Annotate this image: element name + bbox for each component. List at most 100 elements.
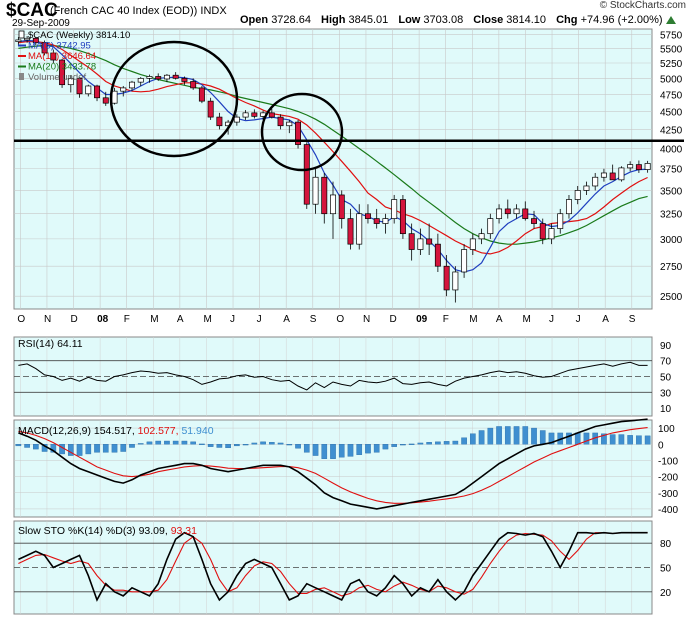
macd-hist-bar bbox=[216, 444, 223, 448]
candle bbox=[120, 87, 127, 92]
y-tick-label: 3250 bbox=[660, 210, 683, 221]
macd-hist-bar bbox=[50, 444, 57, 453]
candle bbox=[364, 213, 371, 219]
annotation-circle bbox=[109, 40, 239, 158]
macd-hist-bar bbox=[111, 444, 118, 453]
candle bbox=[513, 208, 520, 215]
sto-title: Slow STO %K(14) %D(3) 93.09, 93.31 bbox=[18, 525, 197, 537]
macd-hist-bar bbox=[24, 444, 30, 448]
candle bbox=[286, 121, 293, 127]
chg-value: +74.96 (+2.00%) bbox=[580, 14, 663, 26]
high-value: 3845.01 bbox=[348, 14, 389, 26]
macd-hist-bar bbox=[242, 444, 249, 446]
x-tick-label: A bbox=[283, 314, 290, 325]
macd-hist-bar bbox=[426, 442, 432, 445]
low-label: Low bbox=[398, 14, 421, 26]
x-tick-label: N bbox=[44, 314, 51, 325]
macd-hist-bar bbox=[531, 427, 537, 445]
macd-hist-bar bbox=[356, 444, 363, 455]
candle bbox=[146, 76, 153, 79]
sto-d-line bbox=[18, 532, 648, 597]
exchange: INDX bbox=[200, 5, 227, 17]
rsi-tick-label: 10 bbox=[660, 404, 672, 415]
candle bbox=[426, 238, 433, 245]
x-tick-label: O bbox=[336, 314, 344, 325]
macd-hist-bar bbox=[347, 444, 354, 457]
candle bbox=[330, 194, 336, 215]
x-tick-label: D bbox=[71, 314, 78, 325]
macd-tick-label: -400 bbox=[658, 505, 678, 516]
macd-tick-label: 100 bbox=[658, 424, 675, 435]
candle bbox=[216, 116, 223, 127]
macd-tick-label: 0 bbox=[658, 440, 664, 451]
macd-hist-bar bbox=[408, 443, 415, 445]
candle bbox=[574, 190, 581, 200]
macd-hist-bar bbox=[435, 441, 441, 445]
candle bbox=[111, 90, 118, 104]
candle bbox=[15, 39, 22, 42]
macd-hist-bar bbox=[373, 444, 380, 453]
macd-hist-bar bbox=[181, 440, 188, 445]
candle bbox=[635, 164, 642, 170]
candle bbox=[373, 218, 380, 224]
macd-hist-bar bbox=[452, 440, 459, 445]
x-tick-label: J bbox=[576, 314, 581, 325]
symbol: $CAC bbox=[6, 0, 58, 21]
macd-hist-bar bbox=[583, 432, 590, 445]
rsi-tick-label: 70 bbox=[660, 357, 672, 368]
candle bbox=[417, 238, 424, 250]
open-value: 3728.64 bbox=[271, 14, 311, 26]
rsi-tick-label: 50 bbox=[660, 373, 672, 384]
y-tick-label: 2750 bbox=[660, 262, 683, 273]
y-tick-label: 4750 bbox=[660, 90, 683, 101]
up-arrow-icon bbox=[665, 16, 676, 25]
legend-swatch bbox=[18, 30, 25, 39]
candle bbox=[461, 249, 468, 273]
x-tick-label: J bbox=[257, 314, 262, 325]
y-tick-label: 4000 bbox=[660, 144, 683, 155]
candle bbox=[207, 100, 214, 118]
macd-hist-bar bbox=[312, 444, 319, 456]
y-tick-label: 4250 bbox=[660, 125, 683, 136]
candle bbox=[295, 121, 302, 145]
low-value: 3703.08 bbox=[423, 14, 464, 26]
macd-hist-bar bbox=[260, 441, 266, 445]
macd-hist-bar bbox=[609, 434, 616, 445]
macd-hist-bar bbox=[33, 444, 39, 450]
candle bbox=[600, 172, 607, 178]
macd-hist-bar bbox=[155, 440, 162, 445]
legend-label: Volume undef bbox=[28, 72, 86, 83]
ohlc-summary: Open 3728.64 High 3845.01 Low 3703.08 Cl… bbox=[240, 14, 676, 26]
macd-hist-bar bbox=[251, 442, 258, 445]
y-tick-label: 5500 bbox=[660, 44, 683, 55]
macd-hist-bar bbox=[461, 437, 467, 445]
x-tick-label: S bbox=[629, 314, 636, 325]
macd-hist-bar bbox=[539, 430, 546, 445]
macd-hist-bar bbox=[504, 426, 511, 445]
candle bbox=[59, 59, 66, 86]
macd-hist-bar bbox=[286, 444, 293, 446]
candle bbox=[434, 243, 441, 267]
candle bbox=[50, 52, 57, 61]
candle bbox=[85, 85, 92, 95]
macd-hist-bar bbox=[443, 441, 450, 445]
candle bbox=[24, 37, 31, 41]
panel-macd bbox=[13, 419, 653, 518]
candle bbox=[469, 238, 476, 250]
candle bbox=[190, 81, 197, 89]
macd-hist-bar bbox=[225, 444, 231, 449]
candle bbox=[399, 199, 406, 235]
macd-hist-bar bbox=[129, 444, 135, 448]
candle bbox=[233, 116, 240, 123]
macd-hist-bar bbox=[566, 432, 572, 445]
y-tick-label: 2500 bbox=[660, 292, 683, 303]
candle bbox=[452, 271, 459, 291]
macd-hist-bar bbox=[330, 444, 336, 460]
legend-label: MA(10) 3646.64 bbox=[28, 51, 96, 62]
macd-hist-bar bbox=[234, 444, 240, 447]
legend-label: MA(5) 3742.95 bbox=[28, 41, 91, 52]
macd-hist-bar bbox=[382, 444, 389, 450]
close-label: Close bbox=[473, 14, 504, 26]
legend-label: MA(20) 3433.78 bbox=[28, 62, 96, 73]
